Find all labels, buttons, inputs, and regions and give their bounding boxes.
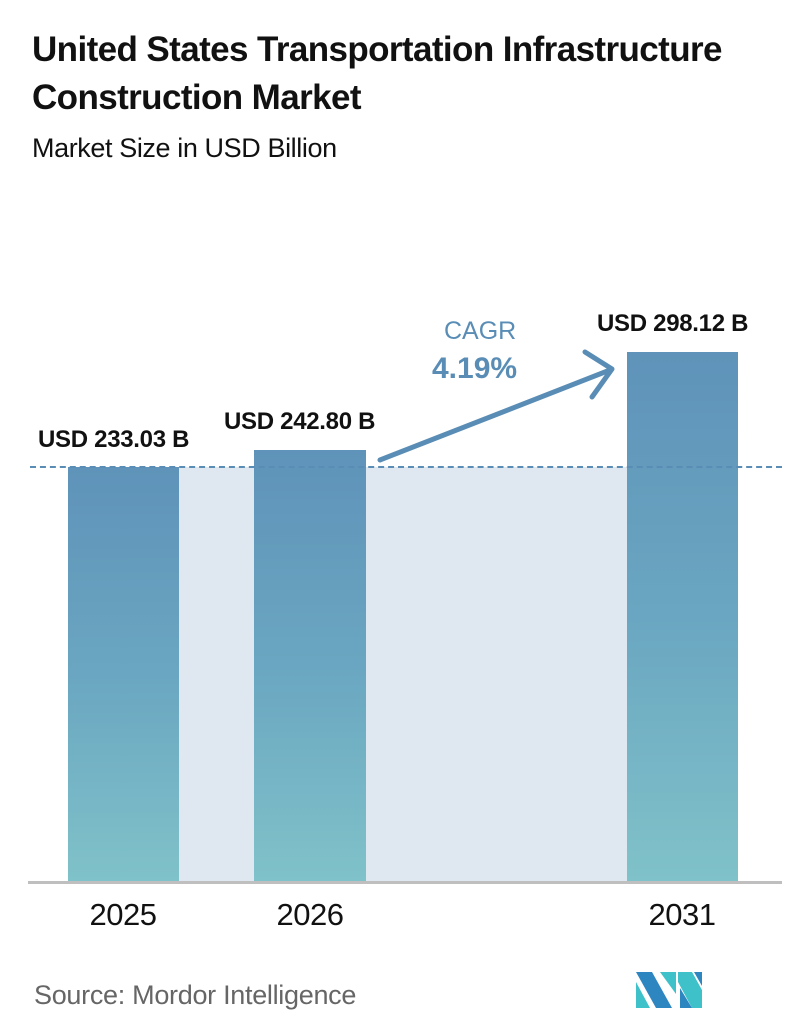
- reference-dashed-line: [30, 466, 782, 468]
- x-axis-baseline: [28, 881, 782, 884]
- x-tick-label-2025: 2025: [89, 897, 157, 932]
- cagr-value: 4.19%: [432, 352, 518, 385]
- bar-value-label-2026: USD 242.80 B: [224, 408, 376, 435]
- growth-shade-area: [179, 467, 627, 882]
- bar-value-label-2025: USD 233.03 B: [38, 426, 190, 453]
- source-text: Source: Mordor Intelligence: [34, 980, 357, 1010]
- x-tick-label-2026: 2026: [276, 897, 344, 932]
- chart-subtitle: Market Size in USD Billion: [32, 133, 337, 163]
- chart-title: United States Transportation Infrastruct…: [32, 30, 722, 117]
- x-tick-label-2031: 2031: [648, 897, 716, 932]
- cagr-label: CAGR: [444, 317, 517, 345]
- bar-value-label-2031: USD 298.12 B: [597, 310, 749, 337]
- bar-2025: [68, 467, 179, 882]
- bar-2031: [627, 352, 738, 882]
- bar-2026: [254, 450, 366, 882]
- mordor-intelligence-logo-icon: [636, 972, 702, 1008]
